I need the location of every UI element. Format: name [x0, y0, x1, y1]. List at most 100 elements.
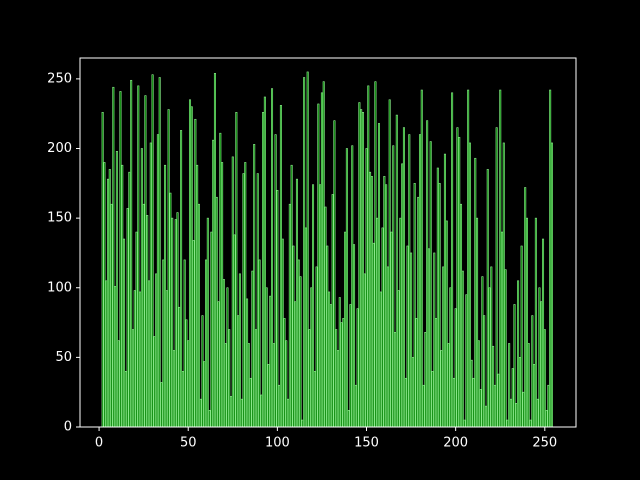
bar [522, 391, 525, 428]
bar [508, 343, 511, 428]
bar [402, 127, 405, 428]
y-tick-label: 50 [55, 350, 72, 365]
bar [197, 203, 200, 428]
y-tick-label: 100 [47, 280, 72, 295]
bar [356, 308, 359, 428]
bar [443, 153, 446, 428]
bar [180, 130, 183, 428]
bar [481, 276, 484, 428]
x-tick-label: 250 [532, 436, 557, 451]
bar [506, 419, 509, 428]
bar [533, 364, 536, 428]
bar [139, 291, 142, 428]
bar [351, 145, 354, 428]
bar [176, 212, 179, 428]
bar [390, 231, 393, 428]
bar [304, 227, 307, 428]
bar [488, 287, 491, 428]
bar [281, 238, 284, 428]
bar [363, 273, 366, 428]
bar [224, 343, 227, 428]
bar [151, 74, 154, 428]
bar [254, 329, 257, 428]
bar [435, 318, 438, 428]
bar [274, 134, 277, 428]
bar [131, 329, 134, 428]
bar [472, 377, 475, 428]
bar [367, 85, 370, 428]
bar [196, 164, 199, 428]
bar [199, 398, 202, 428]
bar [415, 318, 418, 428]
bar [294, 301, 297, 428]
bar [326, 245, 329, 428]
bar [492, 345, 495, 428]
bar [315, 266, 318, 428]
bar [320, 92, 323, 428]
bar [360, 109, 363, 428]
bar [235, 112, 238, 428]
bar [164, 164, 167, 428]
axes-frame [79, 57, 577, 428]
bar [445, 220, 448, 428]
bar [265, 287, 268, 428]
bar [331, 194, 334, 428]
bar [395, 114, 398, 428]
bar [344, 231, 347, 428]
bar [208, 409, 211, 428]
bar [262, 112, 265, 428]
bar [117, 340, 120, 428]
bar [520, 245, 523, 428]
bar [429, 141, 432, 428]
bar [178, 306, 181, 428]
bar [440, 350, 443, 428]
bar [463, 419, 466, 428]
bar [504, 269, 507, 428]
bar [502, 142, 505, 428]
y-tick-label: 200 [47, 141, 72, 156]
bar [194, 118, 197, 428]
bar [269, 295, 272, 428]
bar [476, 217, 479, 428]
bar [493, 384, 496, 428]
bar [328, 291, 331, 428]
bar [251, 270, 254, 428]
bar [459, 203, 463, 428]
bar [228, 329, 231, 428]
y-tick-label: 0 [64, 420, 72, 435]
bar [333, 120, 336, 428]
bar [128, 171, 131, 428]
bar [167, 109, 170, 428]
bar [260, 394, 263, 428]
bar [370, 176, 373, 428]
bar [303, 77, 306, 428]
bar [383, 176, 386, 428]
x-tick-label: 200 [443, 436, 468, 451]
bar [153, 336, 156, 428]
bar [447, 343, 450, 428]
bar [169, 192, 172, 428]
bar [345, 148, 348, 428]
bar [329, 304, 332, 428]
x-tick-label: 0 [95, 436, 103, 451]
bar [347, 409, 350, 428]
bar [135, 231, 138, 428]
x-tick-label: 50 [180, 436, 197, 451]
bar [527, 343, 530, 428]
bar [181, 371, 184, 428]
bar [188, 99, 192, 428]
bar [253, 144, 256, 428]
bar [479, 389, 482, 428]
bar [468, 142, 471, 428]
bar [397, 290, 400, 428]
bar [295, 178, 298, 428]
bar [406, 245, 409, 428]
bar [156, 134, 159, 428]
bar [500, 231, 504, 428]
bar [244, 162, 247, 428]
bar [215, 196, 218, 428]
bar [417, 196, 420, 428]
bar [190, 106, 193, 428]
bar [103, 162, 106, 428]
bar [322, 81, 325, 428]
